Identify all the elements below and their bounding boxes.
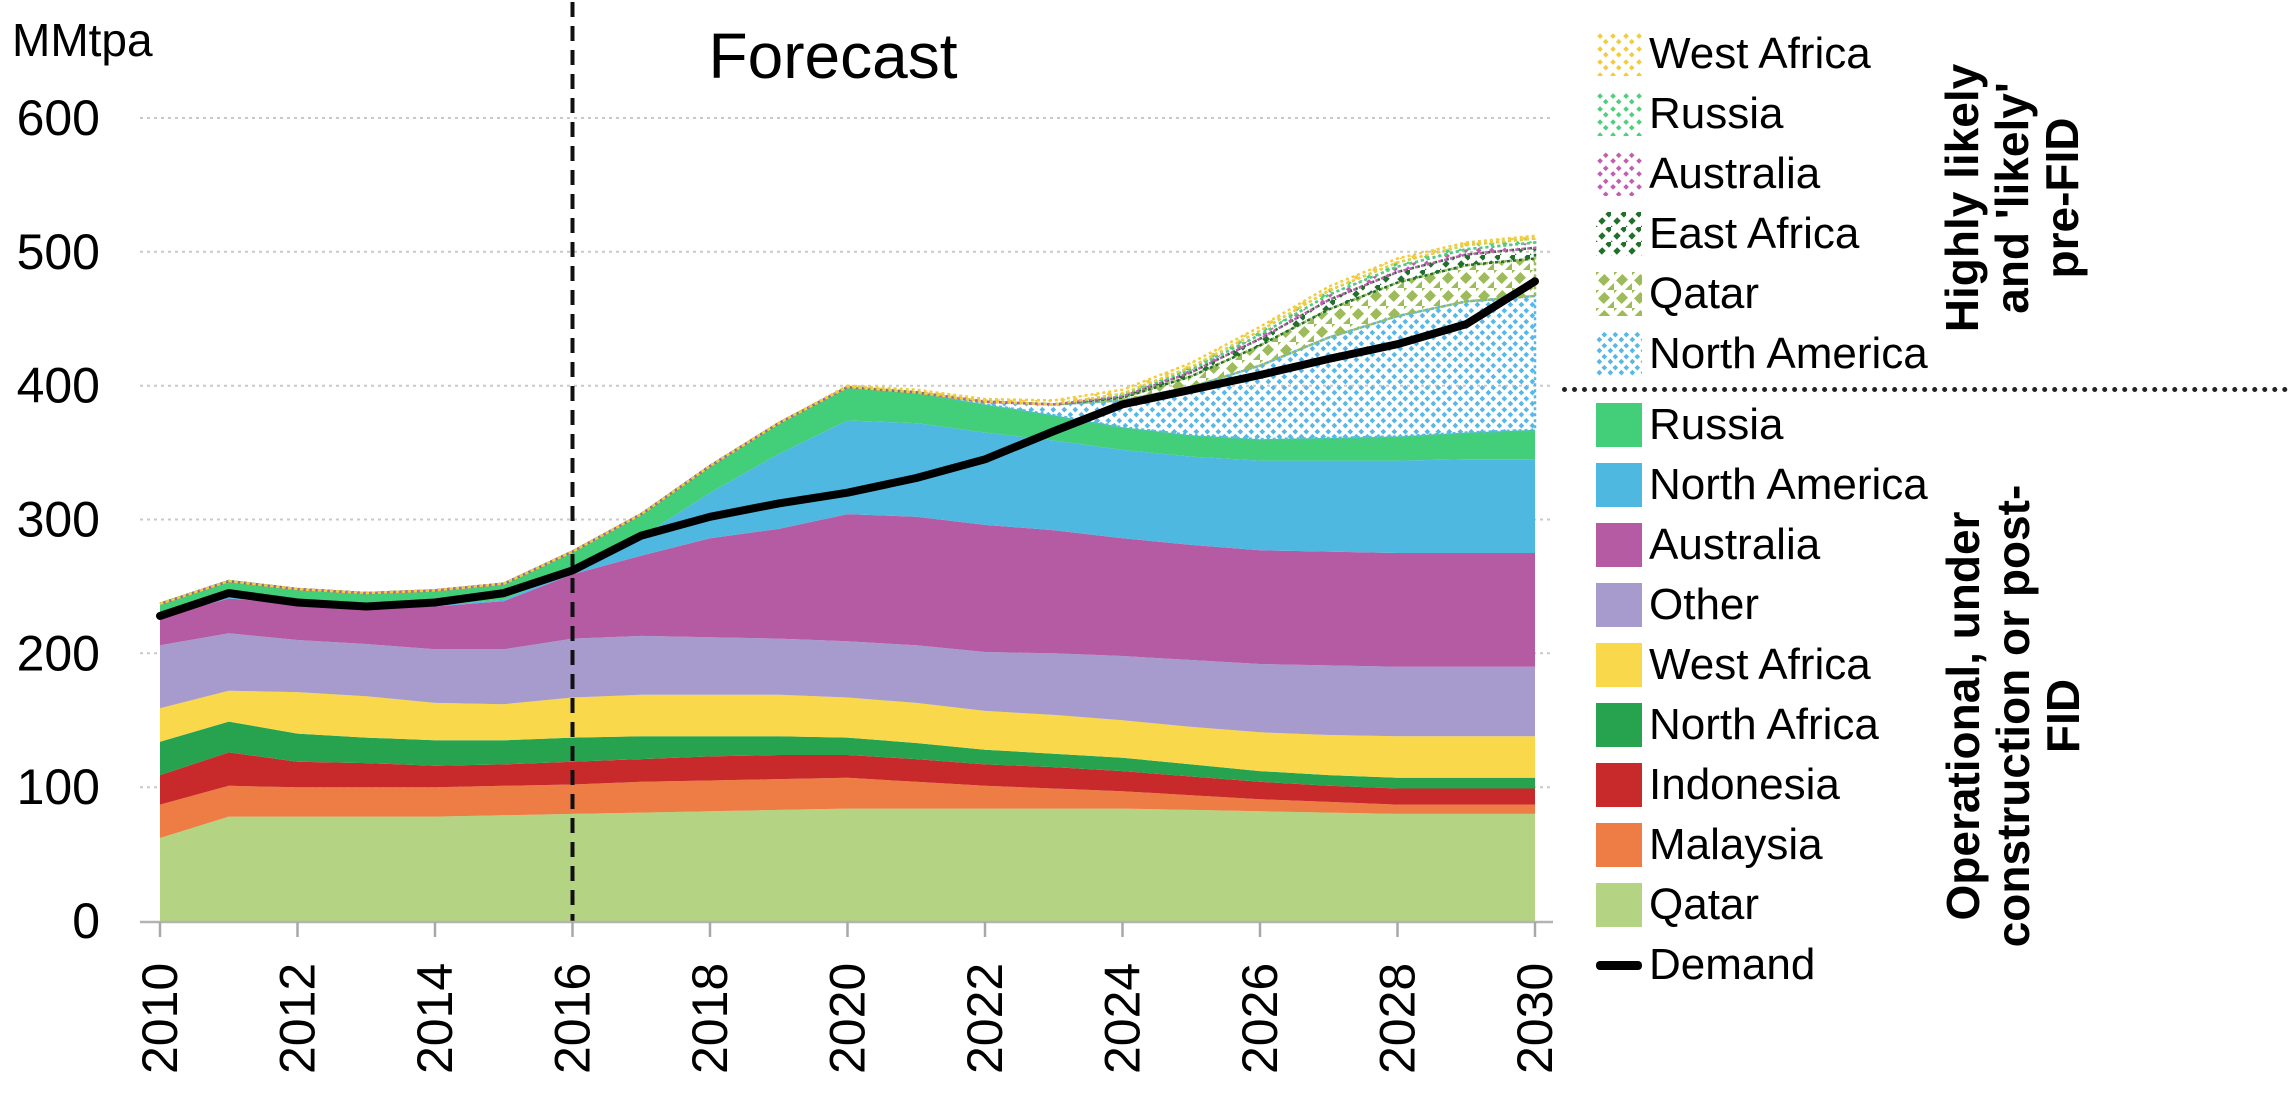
legend-label: East Africa [1649,209,1860,258]
group-label-line: construction or post- [1987,484,2039,948]
area-north-america [160,420,1535,618]
legend-item-prefid-australia: Australia [1596,144,2288,204]
legend-label: Qatar [1649,880,1760,929]
y-tick-label: 600 [17,90,100,146]
hatch-swatch-west-africa-icon [1596,32,1642,76]
chart-legend: West Africa Russia Australia East Africa… [1562,24,2288,995]
legend-item-prefid-east-africa: East Africa [1596,204,2288,264]
hatch-swatch-north-america-icon [1596,332,1642,376]
color-swatch-west-africa-icon [1596,643,1642,687]
legend-item-north-africa: North Africa [1596,695,2288,755]
x-tick-label: 2016 [545,963,601,1074]
legend-label: Malaysia [1649,820,1823,869]
legend-label: North Africa [1649,700,1879,749]
x-tick-label: 2018 [682,963,738,1074]
y-tick-label: 100 [17,759,100,815]
color-swatch-indonesia-icon [1596,763,1642,807]
hatch-swatch-east-africa-icon [1596,212,1642,256]
x-tick-label: 2026 [1232,963,1288,1074]
color-swatch-australia-icon [1596,523,1642,567]
area-north-africa [160,721,1535,789]
hatch-swatch-russia-icon [1596,92,1642,136]
group-label-line: Highly likely [1936,63,1988,333]
group-label-line: and 'likely' [1986,82,2038,314]
legend-item-russia: Russia [1596,395,2288,455]
x-tick-label: 2028 [1370,963,1426,1074]
legend-item-demand: Demand [1596,935,2288,995]
color-swatch-russia-icon [1596,403,1642,447]
x-tick-label: 2020 [820,963,876,1074]
legend-item-australia: Australia [1596,515,2288,575]
color-swatch-north-africa-icon [1596,703,1642,747]
legend-item-prefid-north-america: North America [1596,324,2288,384]
legend-label: Australia [1649,149,1821,198]
group-label-line: FID [2037,678,2089,754]
legend-label: North America [1649,329,1928,378]
legend-item-malaysia: Malaysia [1596,815,2288,875]
area-prefid-qatar [159,257,1537,605]
legend-label: North America [1649,460,1928,509]
legend-item-prefid-west-africa: West Africa [1596,24,2288,84]
y-tick-label: 400 [17,358,100,414]
group-label-line: pre-FID [2036,117,2088,279]
x-tick-label: 2010 [132,963,188,1074]
legend-label: Demand [1649,940,1816,989]
legend-item-north-america: North America [1596,455,2288,515]
legend-item-prefid-russia: Russia [1596,84,2288,144]
color-swatch-qatar-icon [1596,883,1642,927]
y-axis-labels: 0 100 200 300 400 500 600 [17,90,100,949]
x-tick-label: 2024 [1095,963,1151,1074]
x-tick-label: 2022 [957,963,1013,1074]
color-swatch-other-icon [1596,583,1642,627]
area-russia [160,387,1535,616]
y-tick-label: 0 [72,893,100,949]
x-tick-label: 2012 [270,963,326,1074]
y-tick-label: 300 [17,492,100,548]
y-tick-label: 500 [17,224,100,280]
legend-item-indonesia: Indonesia [1596,755,2288,815]
legend-item-qatar: Qatar [1596,875,2288,935]
legend-item-prefid-qatar: Qatar [1596,264,2288,324]
x-tickmarks [158,922,1537,937]
color-swatch-north-america-icon [1596,463,1642,507]
area-prefid-north-america [159,294,1537,605]
forecast-label: Forecast [709,20,958,92]
legend-label: Australia [1649,520,1821,569]
hatch-swatch-qatar-icon [1596,272,1642,316]
x-tick-label: 2014 [407,963,463,1074]
area-qatar [160,808,1535,921]
group-label-line: Operational, under [1937,511,1989,921]
legend-label: Russia [1649,89,1784,138]
y-tick-label: 200 [17,625,100,681]
color-swatch-malaysia-icon [1596,823,1642,867]
area-indonesia [160,752,1535,805]
x-tick-label: 2030 [1507,963,1563,1074]
legend-group-label-prefid: Highly likely and 'likely' pre-FID [1936,0,2088,398]
legend-label: West Africa [1649,29,1871,78]
area-australia [160,514,1535,667]
stacked-areas [160,387,1535,921]
y-axis-unit-label: MMtpa [12,14,153,66]
x-axis-labels: 2010 2012 2014 2016 2018 2020 2022 2024 … [132,963,1563,1074]
legend-group-label-postfid: Operational, under construction or post-… [1937,396,2089,1036]
legend-label: Indonesia [1649,760,1840,809]
area-malaysia [160,777,1535,838]
legend-group-divider [1562,387,2288,392]
legend-label: Other [1649,580,1760,629]
area-west-africa [160,690,1535,778]
legend-item-other: Other [1596,575,2288,635]
demand-line-swatch-icon [1596,960,1642,970]
area-other [160,633,1535,737]
legend-label: Qatar [1649,269,1760,318]
hatch-swatch-australia-icon [1596,152,1642,196]
demand-line [156,277,1539,620]
prefid-hatched-areas [159,234,1537,605]
legend-label: Russia [1649,400,1784,449]
legend-label: West Africa [1649,640,1871,689]
legend-item-west-africa: West Africa [1596,635,2288,695]
